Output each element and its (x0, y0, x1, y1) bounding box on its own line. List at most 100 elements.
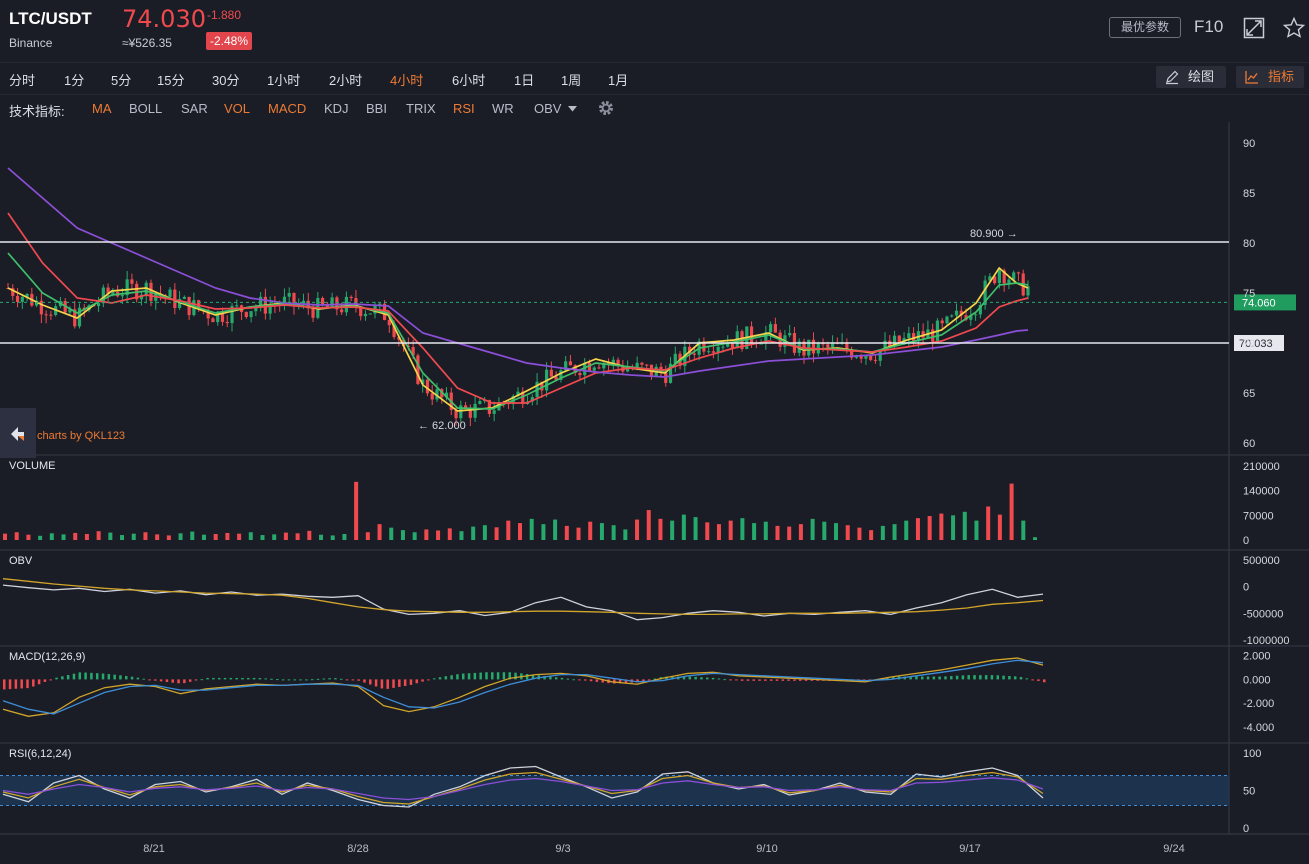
tf-tick[interactable]: 分时 (9, 73, 36, 88)
chart-area[interactable]: 74.060 70.033 80.900 → ← 62.000 90 85 80 75 70 6… (0, 122, 1309, 864)
volume-bar (693, 517, 698, 540)
fullscreen-icon[interactable] (1242, 16, 1266, 40)
macd-histogram-bar (508, 672, 511, 680)
rsi-title: RSI(6,12,24) (9, 748, 71, 760)
candle-body (430, 393, 434, 400)
macd-histogram-bar (467, 673, 471, 680)
tf-1d[interactable]: 1日 (514, 73, 535, 88)
macd-histogram-bar (380, 679, 384, 689)
macd-axis-tick: 0.000 (1243, 674, 1271, 686)
ind-sar[interactable]: SAR (181, 101, 208, 116)
candle-body (130, 279, 134, 284)
ind-macd[interactable]: MACD (268, 101, 307, 116)
tf-2h[interactable]: 2小时 (329, 73, 363, 88)
macd-histogram-bar (810, 679, 814, 681)
candle-body (1016, 272, 1021, 274)
tf-4h[interactable]: 4小时 (390, 73, 424, 88)
candle-body (583, 362, 587, 376)
volume-bar (260, 535, 265, 540)
volume-bar (939, 513, 944, 540)
macd-histogram-bar (194, 679, 198, 681)
candle-body (349, 296, 353, 299)
candle-body (254, 307, 258, 312)
ind-ma[interactable]: MA (92, 101, 112, 116)
obv-axis-tick: -1000000 (1243, 635, 1290, 647)
low-price-label: ← 62.000 (418, 420, 466, 432)
macd-histogram-bar (525, 674, 529, 680)
ma-line-0 (7, 266, 1029, 412)
candle-body (626, 368, 630, 372)
candle-body (912, 333, 916, 342)
chevron-down-icon[interactable] (568, 106, 577, 112)
ind-vol[interactable]: VOL (224, 101, 251, 116)
candle-body (850, 349, 854, 358)
macd-histogram-bar (549, 676, 552, 680)
ind-trix[interactable]: TRIX (406, 101, 436, 116)
volume-bar (904, 520, 909, 540)
volume-bar (377, 524, 382, 540)
macd-line-0 (2, 657, 1044, 717)
pencil-icon (1166, 70, 1179, 85)
tf-1mo[interactable]: 1月 (608, 73, 629, 88)
macd-histogram-bar (601, 679, 604, 683)
volume-bar (354, 481, 359, 540)
f10-button[interactable]: F10 (1194, 17, 1224, 36)
macd-axis-tick: -2.000 (1243, 698, 1274, 710)
candle-body (668, 363, 673, 383)
tf-6h[interactable]: 6小时 (452, 73, 486, 88)
chart-canvas[interactable]: 74.060 70.033 80.900 → ← 62.000 90 85 80 75 70 6… (0, 122, 1309, 864)
macd-histogram-bar (281, 679, 285, 681)
tf-5m[interactable]: 5分 (111, 73, 132, 88)
candle-body (759, 343, 763, 345)
tf-1h[interactable]: 1小时 (267, 73, 301, 88)
candle-body (225, 321, 229, 324)
candle-body (168, 289, 172, 297)
macd-histogram-bar (1037, 679, 1040, 681)
macd-histogram-bar (328, 678, 331, 680)
macd-histogram-bar (334, 678, 337, 680)
ind-bbi[interactable]: BBI (366, 101, 387, 116)
volume-axis-tick: 0 (1243, 535, 1249, 547)
indicators-button[interactable]: 指标 (1236, 66, 1304, 88)
macd-histogram-bar (136, 677, 140, 680)
ind-boll[interactable]: BOLL (129, 101, 163, 116)
tf-1w[interactable]: 1周 (561, 73, 582, 88)
candle-body (978, 304, 982, 315)
macd-histogram-bar (944, 676, 947, 680)
date-axis-tick: 8/28 (347, 843, 368, 855)
tf-1m[interactable]: 1分 (64, 73, 85, 88)
candle-body (106, 287, 110, 294)
gear-icon[interactable] (597, 99, 615, 117)
tf-30m[interactable]: 30分 (212, 73, 240, 88)
macd-histogram-bar (554, 677, 558, 680)
macd-histogram-bar (264, 678, 267, 680)
rsi-line-0 (2, 765, 1044, 808)
tf-15m[interactable]: 15分 (157, 73, 185, 88)
candle-body (959, 310, 963, 316)
obv-title: OBV (9, 555, 33, 567)
ind-kdj[interactable]: KDJ (324, 101, 349, 116)
volume-bar (681, 514, 686, 540)
qkl-logo-icon (11, 427, 24, 441)
candle-body (954, 310, 959, 316)
macd-histogram-bar (14, 679, 18, 689)
optimal-params-button[interactable]: 最优参数 (1109, 17, 1181, 38)
macd-histogram-bar (159, 679, 163, 682)
ind-wr[interactable]: WR (492, 101, 514, 116)
candle-body (487, 400, 492, 414)
macd-histogram-bar (787, 679, 790, 681)
macd-histogram-bar (996, 675, 1000, 680)
star-icon[interactable] (1282, 16, 1306, 40)
candle-body (602, 363, 606, 369)
macd-histogram-bar (252, 677, 256, 680)
ind-rsi[interactable]: RSI (453, 101, 475, 116)
volume-bar (576, 527, 581, 540)
price-axis-tick: 90 (1243, 138, 1255, 150)
ind-obv[interactable]: OBV (534, 101, 562, 116)
candle-body (692, 353, 696, 355)
macd-histogram-bar (752, 679, 755, 681)
candle-body (359, 307, 363, 317)
volume-bar (752, 523, 757, 540)
draw-button[interactable]: 绘图 (1156, 66, 1226, 88)
volume-bar (166, 535, 171, 540)
